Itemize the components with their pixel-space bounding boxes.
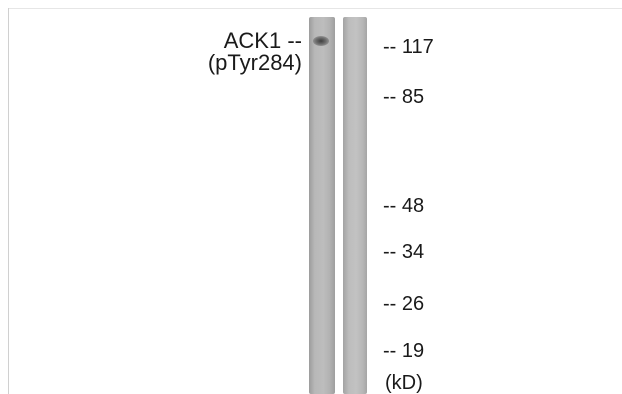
marker-48-kd: -- 48: [383, 195, 425, 217]
blot-lane-2: [343, 17, 367, 394]
marker-26-kd: -- 26: [383, 293, 425, 315]
marker-34-kd: -- 34: [383, 241, 425, 263]
phospho-site-label: (pTyr284): [207, 50, 302, 75]
frame-top-border: [8, 8, 622, 9]
marker-85-kd: -- 85: [383, 86, 425, 108]
blot-lane-1: [309, 17, 335, 394]
target-band: [313, 36, 329, 46]
frame-left-border: [8, 8, 9, 394]
marker-19-kd: -- 19: [383, 340, 425, 362]
protein-name-label: ACK1 --: [223, 28, 302, 53]
unit-label: (kD): [385, 372, 423, 394]
marker-117-kd: -- 117: [383, 36, 434, 58]
